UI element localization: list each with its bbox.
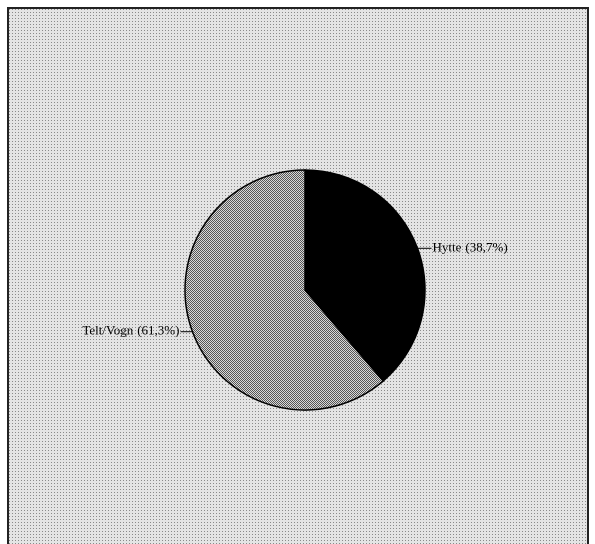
- pie-slice: [304, 169, 426, 383]
- category-label: Telt/Vogn: [82, 323, 133, 338]
- slice-label: Hytte (38,7%): [433, 239, 508, 254]
- slice-label: Telt/Vogn (61,3%): [82, 323, 179, 338]
- value-label: (61,3%): [137, 323, 179, 338]
- pie-slice: [184, 169, 385, 411]
- value-label: (38,7%): [465, 239, 507, 254]
- category-label: Hytte: [433, 239, 462, 254]
